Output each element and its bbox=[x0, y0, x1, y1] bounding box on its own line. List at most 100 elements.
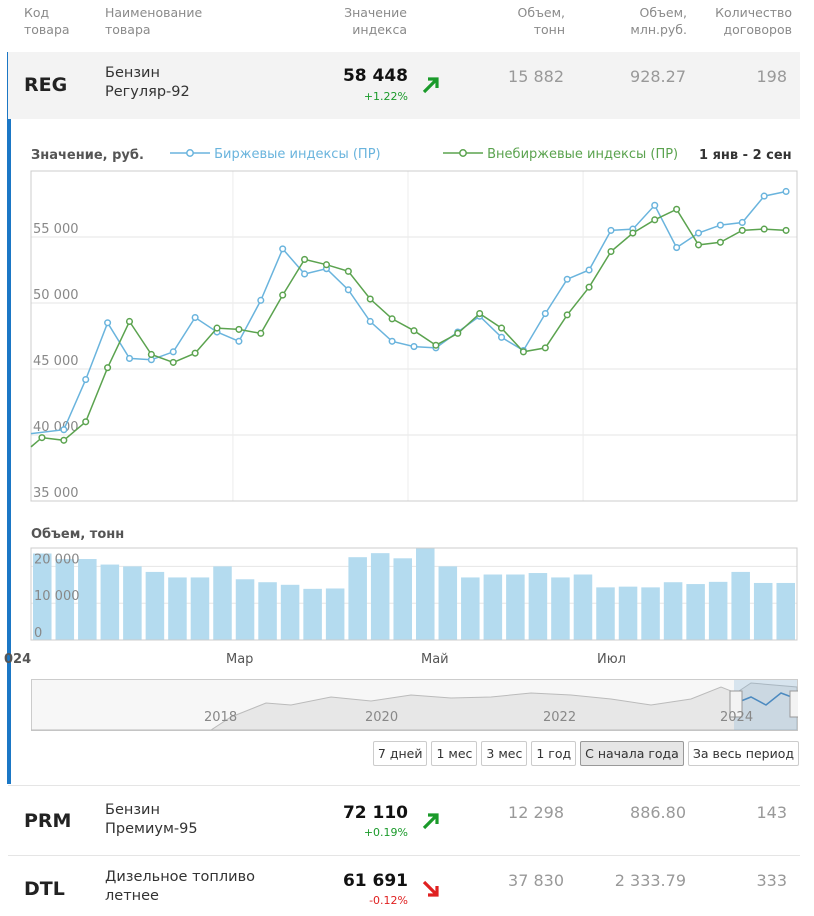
row-code: DTL bbox=[24, 878, 65, 900]
data-point bbox=[585, 283, 593, 291]
data-point bbox=[344, 286, 352, 294]
volume-bar bbox=[235, 579, 255, 640]
data-point bbox=[235, 325, 243, 333]
row-name: Бензин Премиум-95 bbox=[105, 802, 198, 837]
data-point bbox=[497, 333, 506, 341]
range-navigator[interactable]: 2018 2020 2022 2024 bbox=[31, 679, 798, 731]
x-tick-label: 024 bbox=[4, 652, 31, 667]
row-contracts: 333 bbox=[756, 871, 787, 890]
table-header: Код товара Наименование товара Значение … bbox=[0, 0, 814, 52]
row-volume-t: 12 298 bbox=[508, 803, 564, 822]
volume-bar bbox=[303, 588, 322, 640]
header-code: Код товара bbox=[24, 5, 70, 37]
trend-up-icon bbox=[422, 77, 439, 94]
range-button-1y[interactable]: 1 год bbox=[531, 741, 577, 766]
volume-y-tick-label: 10 000 bbox=[34, 589, 80, 604]
x-tick-label: Мар bbox=[226, 652, 253, 667]
row-change: +0.19% bbox=[363, 826, 408, 839]
row-change: -0.12% bbox=[369, 894, 408, 907]
y-tick-label: 45 000 bbox=[33, 354, 79, 369]
data-point bbox=[191, 349, 199, 357]
data-point bbox=[651, 216, 659, 224]
series-line bbox=[30, 190, 787, 435]
data-point bbox=[410, 343, 418, 351]
row-volume-t: 37 830 bbox=[508, 871, 564, 890]
row-volume-rub: 928.27 bbox=[630, 67, 686, 86]
data-point bbox=[694, 241, 703, 249]
data-point bbox=[301, 255, 309, 263]
data-point bbox=[322, 261, 331, 269]
range-button-1m[interactable]: 1 мес bbox=[431, 741, 478, 766]
data-point bbox=[716, 238, 724, 246]
date-range-label: 1 янв - 2 сен bbox=[699, 148, 792, 163]
volume-bar bbox=[348, 557, 367, 640]
x-tick-label: Июл bbox=[597, 652, 626, 667]
data-point bbox=[651, 201, 659, 209]
data-point bbox=[82, 376, 90, 384]
row-volume-t: 15 882 bbox=[508, 67, 564, 86]
row-contracts: 198 bbox=[756, 67, 787, 86]
range-buttons: 7 дней 1 мес 3 мес 1 год С начала года З… bbox=[372, 741, 799, 766]
range-button-7d[interactable]: 7 дней bbox=[372, 741, 428, 766]
volume-bar bbox=[33, 553, 52, 640]
trend-down-icon bbox=[422, 880, 439, 897]
range-button-3m[interactable]: 3 мес bbox=[481, 741, 528, 766]
data-point bbox=[169, 348, 177, 356]
volume-y-tick-label: 0 bbox=[34, 626, 42, 641]
volume-bar bbox=[55, 559, 75, 640]
data-point bbox=[235, 337, 243, 345]
legend-otc-icon bbox=[443, 149, 483, 157]
data-point bbox=[388, 337, 396, 345]
range-button-ytd[interactable]: С начала года bbox=[580, 741, 684, 766]
legend-exchange[interactable]: Биржевые индексы (ПР) bbox=[170, 147, 381, 162]
data-point bbox=[563, 311, 571, 319]
range-button-all[interactable]: За весь период bbox=[687, 741, 799, 766]
data-point bbox=[760, 192, 768, 200]
x-tick-label: Май bbox=[421, 652, 449, 667]
data-point bbox=[125, 354, 134, 362]
data-point bbox=[191, 313, 199, 322]
navigator-right-handle-icon[interactable] bbox=[789, 690, 798, 718]
data-point bbox=[366, 295, 374, 303]
volume-bar bbox=[708, 581, 728, 640]
data-point bbox=[563, 275, 571, 283]
data-point bbox=[541, 310, 549, 318]
volume-bar bbox=[78, 559, 97, 640]
data-point bbox=[585, 266, 593, 274]
data-point bbox=[125, 317, 134, 326]
volume-bar bbox=[483, 574, 503, 640]
header-volume-t: Объем, тонн bbox=[517, 5, 565, 37]
table-row-prm[interactable]: PRM Бензин Премиум-95 72 110 +0.19% 12 2… bbox=[8, 786, 800, 854]
data-point bbox=[104, 319, 112, 327]
nav-label: 2022 bbox=[543, 710, 576, 725]
data-point bbox=[432, 341, 440, 349]
row-code: PRM bbox=[24, 810, 72, 832]
data-point bbox=[366, 317, 374, 326]
divider bbox=[8, 785, 800, 786]
volume-title: Объем, тонн bbox=[31, 527, 125, 542]
row-value: 58 448 bbox=[342, 66, 408, 86]
data-point bbox=[257, 296, 265, 304]
header-value: Значение индекса bbox=[344, 5, 407, 37]
data-point bbox=[410, 327, 418, 335]
data-point bbox=[82, 418, 90, 426]
selected-row-accent bbox=[7, 52, 11, 784]
y-tick-label: 55 000 bbox=[33, 222, 79, 237]
row-value: 72 110 bbox=[342, 803, 408, 823]
navigator-left-handle-icon[interactable] bbox=[729, 690, 743, 718]
y-tick-label: 35 000 bbox=[33, 486, 79, 501]
legend-otc[interactable]: Внебиржевые индексы (ПР) bbox=[443, 147, 678, 162]
table-row-reg[interactable]: REG Бензин Регуляр-92 58 448 +1.22% 15 8… bbox=[8, 52, 800, 119]
table-row-dtl[interactable]: DTL Дизельное топливо летнее 61 691 -0.1… bbox=[8, 856, 800, 916]
data-point bbox=[104, 364, 112, 372]
volume-bar bbox=[641, 587, 660, 640]
data-point bbox=[257, 329, 265, 337]
header-volume-rub: Объем, млн.руб. bbox=[630, 5, 687, 37]
row-name: Бензин Регуляр-92 bbox=[105, 65, 190, 100]
row-contracts: 143 bbox=[756, 803, 787, 822]
volume-bar bbox=[573, 574, 593, 640]
plot-frame bbox=[30, 170, 798, 502]
volume-bar bbox=[123, 566, 142, 640]
row-name: Дизельное топливо летнее bbox=[105, 869, 255, 904]
